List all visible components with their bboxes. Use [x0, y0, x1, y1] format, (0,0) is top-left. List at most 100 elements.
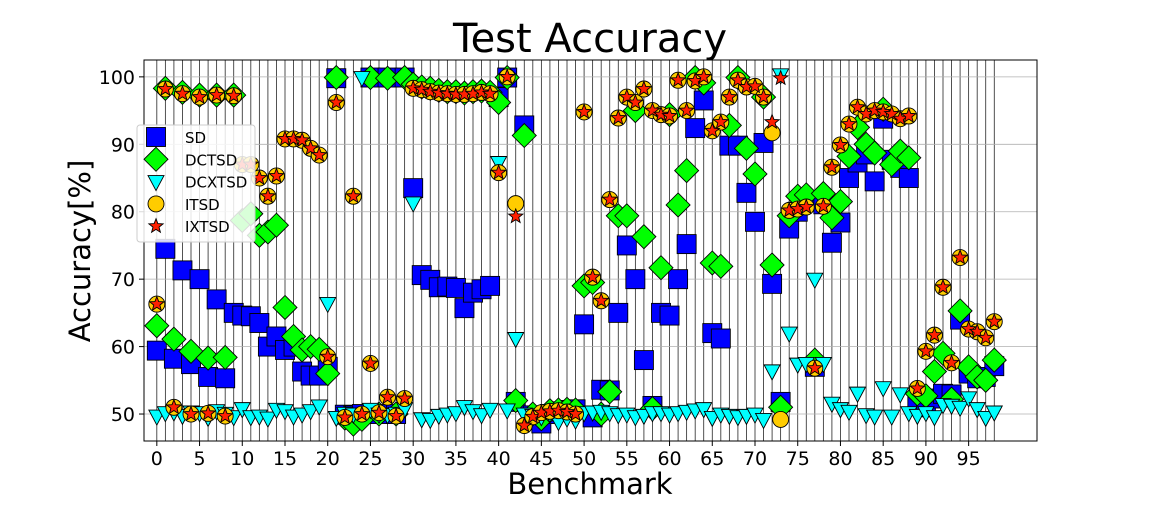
data-point-ixtsd [874, 103, 892, 120]
data-point-dcxtsd [310, 399, 328, 416]
data-point-ixtsd [473, 83, 490, 100]
data-point-ixtsd [703, 122, 721, 138]
x-tick-label: 65 [700, 448, 724, 470]
data-point-dctsd [733, 135, 760, 161]
legend-marker-dctsd [143, 146, 169, 172]
y-tick-label: 90 [111, 134, 135, 156]
data-point-ixtsd [421, 82, 439, 99]
chart-legend: SD DCTSD DCXTSD ITSD IXTSD [136, 124, 256, 243]
data-point-sd [215, 368, 236, 389]
x-tick-label: 30 [401, 448, 425, 470]
data-point-dcxtsd [421, 412, 440, 430]
data-point-sd [480, 275, 501, 296]
data-point-dctsd [665, 192, 691, 218]
x-tick-label: 90 [914, 448, 938, 470]
data-point-ixtsd [763, 113, 781, 130]
data-point-dctsd [597, 379, 623, 405]
data-point-dctsd [503, 387, 529, 414]
data-point-sd [736, 182, 757, 203]
data-point-ixtsd [481, 84, 499, 101]
data-point-dcxtsd [882, 409, 901, 427]
data-point-dcxtsd [318, 296, 337, 314]
data-point-dcxtsd [806, 272, 824, 290]
data-point-ixtsd [396, 389, 413, 406]
data-point-ixtsd [592, 291, 610, 308]
data-point-ixtsd [934, 278, 952, 295]
data-point-sd [864, 171, 885, 192]
x-tick-label: 70 [743, 448, 767, 470]
data-point-ixtsd [404, 79, 422, 96]
data-point-sd [633, 350, 654, 371]
data-point-ixtsd [345, 187, 362, 204]
data-point-ixtsd [490, 163, 507, 180]
data-point-ixtsd [609, 109, 627, 126]
data-point-dctsd [861, 140, 888, 166]
x-tick-label: 85 [871, 448, 895, 470]
legend-marker-itsd [147, 195, 165, 213]
data-point-sd [445, 277, 466, 298]
data-point-ixtsd [225, 86, 243, 103]
data-point-dctsd [144, 313, 170, 339]
x-tick-label: 40 [487, 448, 511, 470]
data-point-dcxtsd [754, 412, 773, 430]
data-point-ixtsd [208, 86, 225, 103]
data-point-dcxtsd [694, 402, 713, 419]
data-point-dctsd [708, 253, 734, 279]
legend-label: DCTSD [185, 151, 237, 169]
data-point-ixtsd [823, 158, 841, 175]
data-point-ixtsd [259, 187, 277, 204]
data-point-ixtsd [883, 105, 901, 122]
data-point-dctsd [742, 161, 768, 187]
data-point-dctsd [614, 203, 640, 229]
data-point-dcxtsd [447, 406, 465, 423]
data-point-sd [608, 302, 629, 323]
data-point-ixtsd [909, 379, 926, 396]
data-point-ixtsd [148, 295, 166, 312]
x-tick-label: 20 [316, 448, 340, 470]
x-tick-label: 55 [615, 448, 639, 470]
data-point-ixtsd [584, 268, 601, 285]
x-tick-label: 25 [358, 448, 382, 470]
data-point-dcxtsd [959, 391, 978, 408]
data-point-dcxtsd [763, 364, 781, 381]
data-point-sd [574, 314, 595, 335]
data-point-ixtsd [806, 359, 824, 376]
data-point-ixtsd [327, 93, 345, 110]
data-point-dcxtsd [840, 404, 858, 422]
data-point-dctsd [263, 212, 290, 238]
data-point-ixtsd [182, 405, 200, 422]
legend-marker-dcxtsd [147, 175, 165, 192]
data-point-sd [710, 328, 731, 349]
data-point-ixtsd [627, 93, 644, 110]
data-point-dctsd [896, 145, 922, 171]
x-tick-label: 0 [151, 448, 163, 470]
data-point-ixtsd [977, 329, 995, 345]
data-point-dcxtsd [976, 410, 995, 428]
data-point-ixtsd [191, 88, 208, 105]
data-point-ixtsd [558, 403, 576, 420]
chart-title: Test Accuracy [452, 16, 727, 62]
data-point-ixtsd [968, 323, 986, 339]
data-point-ixtsd [985, 312, 1003, 329]
data-point-dctsd [323, 64, 349, 91]
data-point-dcxtsd [925, 410, 944, 427]
axes-frame [143, 59, 1038, 442]
data-point-dctsd [511, 122, 537, 149]
data-point-ixtsd [293, 131, 311, 148]
data-point-dcxtsd [233, 402, 252, 419]
data-point-dcxtsd [848, 386, 867, 404]
data-point-dctsd [759, 252, 785, 278]
data-point-ixtsd [746, 77, 764, 94]
data-point-ixtsd [362, 354, 379, 371]
data-point-ixtsd [302, 139, 319, 156]
data-point-sd [206, 289, 227, 310]
legend-label: DCXTSD [185, 174, 247, 192]
x-tick-label: 15 [273, 448, 297, 470]
data-point-dcxtsd [506, 332, 525, 349]
data-point-ixtsd [575, 103, 593, 120]
data-point-ixtsd [515, 416, 533, 433]
data-point-dctsd [212, 344, 238, 371]
data-point-dcxtsd [498, 403, 516, 420]
data-point-ixtsd [199, 404, 217, 421]
